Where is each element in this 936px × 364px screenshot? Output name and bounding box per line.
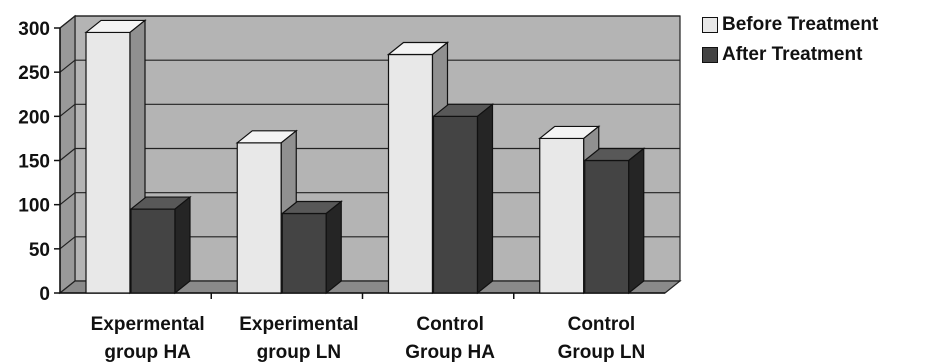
x-category-label: group LN <box>257 342 341 363</box>
legend-swatch-after <box>702 47 718 63</box>
bar-after-side <box>628 147 645 295</box>
y-tick-label: 50 <box>29 240 50 261</box>
legend: Before Treatment After Treatment <box>702 10 932 70</box>
x-category-label: Group LN <box>558 342 646 363</box>
legend-label-before: Before Treatment <box>722 14 879 35</box>
y-tick-label: 250 <box>18 63 50 84</box>
bar-after-side <box>325 200 342 295</box>
x-category-label: Group HA <box>405 342 495 363</box>
x-category-label: Control <box>416 314 484 335</box>
y-tick-label: 300 <box>18 19 50 40</box>
x-category-label: group HA <box>104 342 191 363</box>
bar-after-side <box>476 103 494 295</box>
gridline <box>59 59 680 73</box>
y-tick-label: 200 <box>18 107 50 128</box>
legend-item-before: Before Treatment <box>702 10 932 40</box>
bar-before-front <box>85 31 131 294</box>
bar-after-front <box>432 115 479 294</box>
y-tick-label: 150 <box>18 152 50 173</box>
bar-before-front <box>387 53 434 294</box>
x-category-label: Control <box>568 314 636 335</box>
bar-after-front <box>584 159 630 294</box>
legend-swatch-before <box>702 17 718 33</box>
bar-after-front <box>130 208 176 294</box>
gridline <box>59 15 680 29</box>
x-category-label: Experimental <box>239 314 358 335</box>
y-tick-label: 0 <box>39 284 50 305</box>
legend-label-after: After Treatment <box>722 44 863 65</box>
bar-chart: 0 50 100 150 200 250 300 Expermental group HA Exp… <box>18 14 682 363</box>
legend-item-after: After Treatment <box>702 40 932 70</box>
bar-after-side <box>174 195 191 295</box>
bar-after-front <box>281 212 327 294</box>
x-category-label: Expermental <box>91 314 205 335</box>
bar-before-front <box>236 142 282 294</box>
y-tick-label: 100 <box>18 196 50 217</box>
bar-before-front <box>539 137 585 294</box>
